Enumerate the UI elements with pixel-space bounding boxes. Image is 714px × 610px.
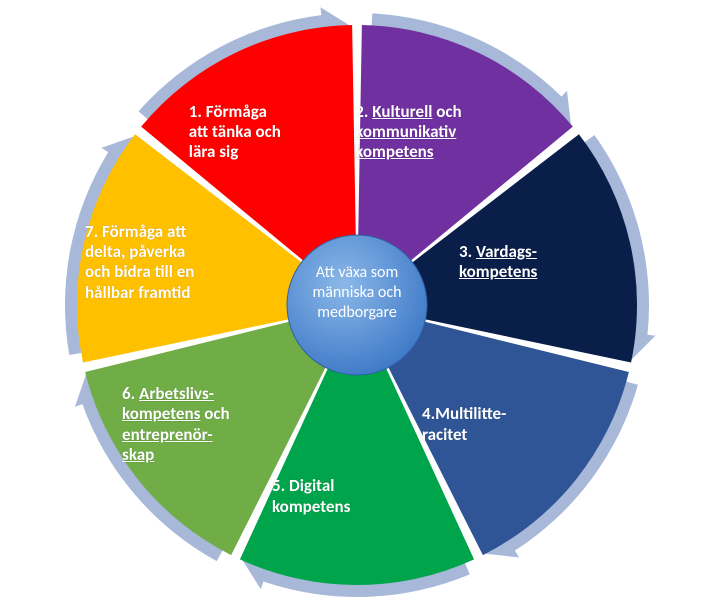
wheel-svg [0, 0, 714, 610]
competence-wheel-diagram: Att växa sommänniska ochmedborgare 1. Fö… [0, 0, 714, 610]
center-circle [287, 235, 427, 375]
